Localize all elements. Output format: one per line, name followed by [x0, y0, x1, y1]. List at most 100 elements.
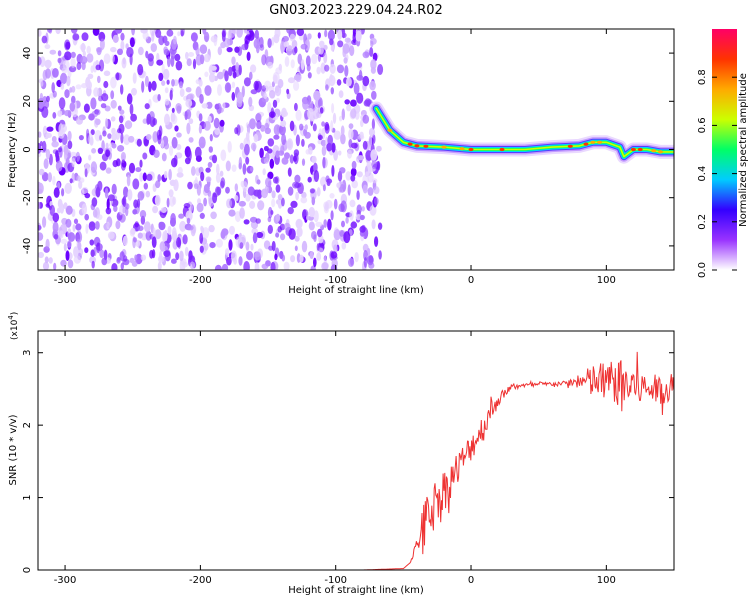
noise-speckle [280, 233, 286, 241]
noise-speckle [153, 149, 160, 158]
noise-speckle [346, 37, 352, 48]
noise-speckle [80, 42, 86, 53]
noise-speckle [191, 166, 196, 176]
noise-speckle [295, 191, 299, 201]
noise-speckle [234, 183, 238, 192]
noise-speckle [175, 252, 180, 261]
noise-speckle [313, 170, 320, 182]
ridge-peak [567, 144, 573, 148]
noise-speckle [64, 51, 72, 61]
noise-speckle [231, 91, 236, 101]
noise-speckle [111, 54, 115, 63]
noise-speckle [281, 197, 285, 207]
noise-speckle [49, 204, 55, 216]
noise-speckle [175, 152, 183, 159]
noise-speckle [213, 36, 218, 47]
noise-speckle [330, 44, 335, 52]
ridge-peak [441, 145, 447, 149]
noise-speckle [377, 222, 383, 230]
noise-speckle [48, 257, 53, 264]
noise-speckle [63, 243, 67, 252]
ridge-peak [583, 142, 589, 146]
noise-speckle [154, 229, 162, 240]
noise-speckle [86, 45, 91, 54]
noise-speckle [150, 43, 157, 53]
noise-speckle [349, 199, 356, 208]
noise-speckle [239, 142, 244, 150]
noise-speckle [316, 252, 322, 261]
noise-speckle [118, 115, 124, 124]
noise-speckle [102, 130, 107, 137]
noise-speckle [186, 217, 191, 224]
noise-speckle [131, 87, 137, 96]
noise-speckle [198, 136, 206, 149]
noise-speckle [172, 227, 177, 239]
noise-speckle [91, 260, 95, 269]
noise-speckle [320, 62, 326, 74]
noise-speckle [171, 137, 178, 149]
noise-speckle [185, 98, 193, 108]
noise-speckle [166, 79, 170, 85]
noise-speckle [339, 229, 345, 237]
noise-speckle [356, 92, 364, 104]
noise-speckle [45, 132, 52, 138]
noise-speckle [85, 223, 89, 234]
noise-speckle [221, 30, 226, 42]
noise-speckle [105, 207, 112, 215]
noise-speckle [144, 75, 149, 88]
noise-speckle [188, 250, 193, 261]
noise-speckle [158, 35, 165, 46]
x-tick-label: -200 [189, 575, 212, 586]
noise-speckle [317, 32, 321, 39]
noise-speckle [348, 258, 355, 267]
noise-speckle [349, 210, 354, 221]
noise-speckle [357, 155, 365, 161]
noise-speckle [89, 239, 95, 246]
noise-speckle [186, 122, 191, 135]
noise-speckle [201, 103, 208, 109]
noise-speckle [199, 44, 208, 54]
noise-speckle [65, 205, 73, 215]
noise-speckle [111, 127, 116, 135]
noise-speckle [299, 254, 304, 263]
noise-speckle [356, 74, 364, 81]
noise-speckle [226, 198, 233, 209]
noise-speckle [254, 251, 262, 261]
noise-speckle [151, 236, 157, 248]
noise-speckle [331, 103, 335, 114]
noise-speckle [45, 149, 51, 160]
noise-speckle [246, 251, 254, 261]
noise-speckle [337, 150, 342, 156]
noise-speckle [42, 216, 47, 228]
noise-speckle [90, 65, 94, 74]
noise-speckle [208, 224, 215, 233]
noise-speckle [296, 253, 301, 263]
noise-speckle [155, 29, 162, 38]
noise-speckle [330, 120, 334, 132]
noise-speckle [110, 90, 115, 100]
noise-speckle [99, 134, 103, 141]
noise-speckle [91, 197, 98, 207]
noise-speckle [199, 232, 204, 244]
noise-speckle [69, 151, 77, 158]
noise-speckle [65, 218, 72, 228]
ridge-peak [423, 144, 429, 148]
noise-speckle [78, 180, 83, 189]
noise-speckle [57, 50, 62, 57]
noise-speckle [313, 257, 317, 268]
noise-speckle [359, 225, 366, 233]
noise-speckle [236, 29, 243, 38]
noise-speckle [348, 139, 353, 148]
noise-speckle [296, 226, 303, 238]
noise-speckle [349, 45, 355, 57]
noise-speckle [44, 256, 49, 264]
noise-speckle [267, 206, 273, 219]
noise-speckle [341, 242, 347, 250]
noise-speckle [307, 108, 314, 120]
noise-speckle [281, 254, 286, 262]
noise-speckle [66, 240, 72, 248]
noise-speckle [216, 71, 224, 80]
noise-speckle [115, 72, 120, 81]
noise-speckle [333, 198, 338, 210]
noise-speckle [84, 213, 89, 221]
